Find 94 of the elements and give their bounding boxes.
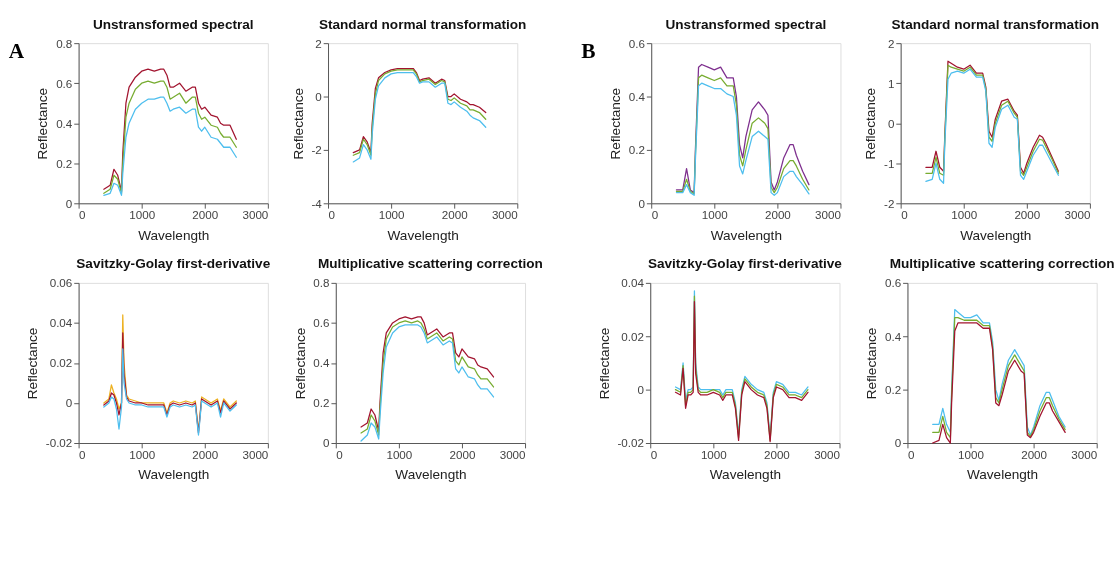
x-tick-label: 3000 xyxy=(814,448,841,462)
x-tick-label: 1000 xyxy=(386,448,413,462)
y-tick-label: 2 xyxy=(315,36,322,50)
chart-title: Savitzky-Golay first-derivative xyxy=(647,256,843,272)
y-tick-label: 0 xyxy=(65,196,73,210)
x-tick-label: 3000 xyxy=(1071,448,1098,462)
x-axis-title: Wavelength xyxy=(710,227,782,243)
x-tick-label: 0 xyxy=(79,208,87,222)
y-tick-label: -0.02 xyxy=(617,436,644,450)
x-tick-label: 1000 xyxy=(951,208,978,222)
y-tick-label: 0.8 xyxy=(313,276,330,290)
chart-title: Unstransformed spectral xyxy=(665,16,827,32)
line-series xyxy=(103,96,237,196)
x-axis-title: Wavelength xyxy=(138,467,210,483)
x-tick-label: 1000 xyxy=(129,208,156,222)
chart-title: Unstransformed spectral xyxy=(92,16,254,32)
x-tick-label: 2000 xyxy=(192,208,219,222)
y-tick-label: 0.6 xyxy=(884,276,902,290)
x-tick-label: 0 xyxy=(79,448,87,462)
x-tick-label: 1000 xyxy=(701,208,729,222)
x-axis-title: Wavelength xyxy=(966,467,1039,483)
x-tick-label: 1000 xyxy=(129,448,156,462)
y-tick-label: 0.06 xyxy=(49,276,73,290)
y-tick-label: 0.6 xyxy=(56,76,73,90)
y-tick-label: 0.02 xyxy=(621,329,644,343)
x-tick-label: 2000 xyxy=(764,208,792,222)
y-tick-label: 0.4 xyxy=(628,89,646,103)
chart-title: Savitzky-Golay first-derivative xyxy=(76,256,271,272)
x-tick-label: 1000 xyxy=(700,448,728,462)
x-tick-label: 0 xyxy=(651,208,659,222)
x-tick-label: 2000 xyxy=(1014,208,1041,222)
y-axis-title: Reflectance xyxy=(608,87,623,160)
x-axis-title: Wavelength xyxy=(387,227,459,243)
chart-title: Standard normal transformation xyxy=(891,16,1100,32)
y-axis-title: Reflectance xyxy=(25,327,41,400)
x-tick-label: 3000 xyxy=(815,208,842,222)
y-tick-label: 0 xyxy=(894,436,902,450)
y-tick-label: 0 xyxy=(315,89,323,103)
y-tick-label: 0.2 xyxy=(56,156,73,170)
y-tick-label: 0 xyxy=(65,396,73,410)
x-tick-label: 2000 xyxy=(763,448,791,462)
y-tick-label: 0.02 xyxy=(49,356,73,370)
x-tick-label: 2000 xyxy=(449,448,476,462)
y-tick-label: -2 xyxy=(884,196,895,210)
y-tick-label: 0 xyxy=(637,383,645,397)
y-axis-title: Reflectance xyxy=(596,327,612,400)
x-tick-label: 0 xyxy=(336,448,344,462)
y-axis-title: Reflectance xyxy=(35,87,51,160)
y-axis-title: Reflectance xyxy=(292,327,308,400)
x-tick-label: 0 xyxy=(907,448,915,462)
x-tick-label: 2000 xyxy=(441,208,469,222)
y-axis-title: Reflectance xyxy=(864,327,880,400)
y-axis-title: Reflectance xyxy=(290,87,306,160)
y-tick-label: 0 xyxy=(323,436,331,450)
x-tick-label: 3000 xyxy=(499,448,527,462)
x-tick-label: 2000 xyxy=(192,448,219,462)
x-tick-label: 3000 xyxy=(491,208,519,222)
y-tick-label: 0.6 xyxy=(313,316,330,330)
x-axis-title: Wavelength xyxy=(960,227,1032,243)
y-tick-label: 0.04 xyxy=(621,276,645,290)
text: A xyxy=(8,38,25,63)
y-axis-title: Reflectance xyxy=(863,87,879,160)
x-tick-label: 3000 xyxy=(242,208,269,222)
y-tick-label: 0.8 xyxy=(56,36,73,50)
y-tick-label: 2 xyxy=(887,36,895,50)
x-tick-label: 3000 xyxy=(242,448,269,462)
y-tick-label: -1 xyxy=(884,156,895,170)
y-tick-label: 0.4 xyxy=(313,356,331,370)
y-tick-label: -2 xyxy=(311,143,322,157)
line-series xyxy=(103,348,237,436)
x-axis-title: Wavelength xyxy=(138,227,210,243)
chart-title: Multiplicative scattering correction xyxy=(889,256,1115,272)
text: B xyxy=(581,38,596,63)
chart-title: Standard normal transformation xyxy=(318,16,527,32)
y-tick-label: 0.2 xyxy=(628,143,645,157)
y-tick-label: 0 xyxy=(887,116,895,130)
y-tick-label: 0.04 xyxy=(49,316,73,330)
x-tick-label: 0 xyxy=(650,448,658,462)
y-tick-label: 1 xyxy=(887,76,895,90)
chart-title: Multiplicative scattering correction xyxy=(318,256,543,272)
x-axis-title: Wavelength xyxy=(395,467,467,483)
y-tick-label: 0 xyxy=(638,196,646,210)
y-tick-label: -4 xyxy=(311,196,323,210)
x-tick-label: 1000 xyxy=(378,208,406,222)
y-tick-label: 0.4 xyxy=(56,116,73,130)
y-tick-label: 0.6 xyxy=(628,36,645,50)
x-tick-label: 1000 xyxy=(958,448,985,462)
y-tick-label: 0.2 xyxy=(313,396,330,410)
y-tick-label: -0.02 xyxy=(45,436,73,450)
x-axis-title: Wavelength xyxy=(709,467,781,483)
x-tick-label: 3000 xyxy=(1064,208,1091,222)
x-tick-label: 2000 xyxy=(1021,448,1048,462)
y-tick-label: 0.4 xyxy=(884,329,902,343)
y-tick-label: 0.2 xyxy=(884,383,902,397)
